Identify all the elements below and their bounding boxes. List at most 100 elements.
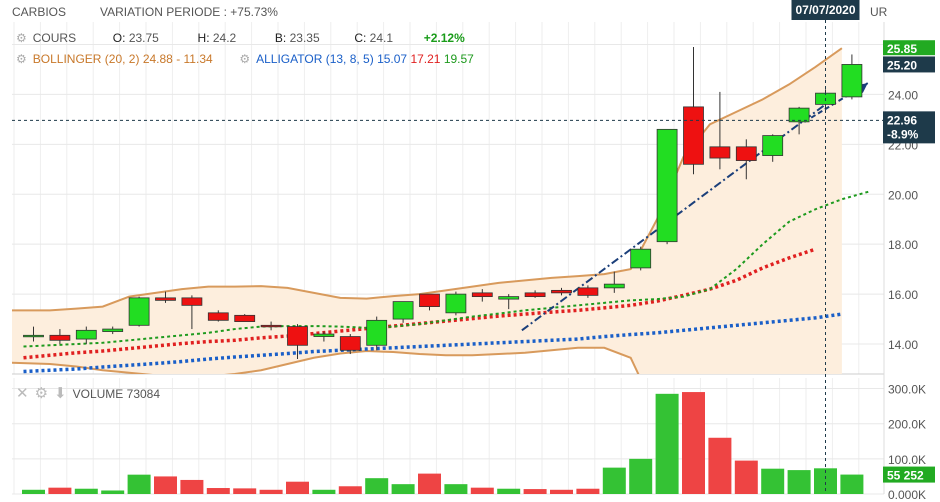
volume-bar (550, 489, 573, 494)
alligator-label: ALLIGATOR (13, 8, 5) (256, 52, 374, 66)
last-volume-label-bg (883, 466, 935, 483)
candle-body (313, 333, 335, 337)
candle-body (366, 319, 388, 346)
bollinger-lower-line (12, 346, 640, 374)
candle-body (260, 324, 282, 328)
price-tick-label: 14.00 (888, 338, 918, 352)
last-volume-label: 55 252 (887, 469, 924, 483)
volume-bar (259, 489, 283, 494)
volume-bar (497, 488, 521, 494)
candle-body (419, 293, 440, 307)
volume-bar (391, 484, 415, 494)
volume-bar (206, 488, 230, 494)
candle-body (234, 314, 256, 322)
volume-bar (576, 488, 600, 494)
volume-tick-label: 300.0K (888, 383, 926, 397)
volume-bar (708, 437, 732, 494)
gear-icon[interactable]: ⚙ (16, 52, 27, 66)
arrow-down-icon[interactable]: ⬇ (54, 385, 67, 402)
candle-body (735, 146, 757, 161)
candle-body (181, 297, 203, 306)
gear-icon[interactable]: ⚙ (16, 31, 27, 45)
alligator-value-2: 17.21 (410, 52, 441, 66)
volume-bar (127, 474, 151, 494)
volume-bar (154, 476, 177, 494)
open-label: O: (112, 31, 126, 45)
candle-body (155, 297, 176, 301)
price-tick-label: 24.00 (888, 88, 918, 102)
variation-value: +75.73% (230, 5, 278, 19)
cursor-date-label: 07/07/2020 (795, 3, 855, 17)
gear-icon[interactable]: ⚙ (34, 385, 49, 402)
last-price-label: 25.85 (887, 42, 917, 56)
candle-body (683, 106, 704, 165)
cursor-price-label: 22.96 (887, 113, 917, 127)
candle-body (339, 336, 361, 351)
alligator-jaw-line (23, 312, 843, 374)
candle-body (762, 135, 784, 156)
volume-bar (101, 490, 125, 494)
bollinger-values: 24.88 - 11.34 (142, 52, 213, 66)
close-price-label-bg (883, 56, 935, 73)
variation-period: VARIATION PERIODE : +75.73% (100, 5, 278, 19)
candle-body (577, 287, 599, 296)
volume-bar (734, 460, 758, 494)
price-tick-label: 16.00 (888, 288, 918, 302)
volume-bar (180, 479, 204, 494)
bollinger-upper-line (12, 47, 843, 312)
candle-body (498, 296, 520, 300)
cursor-price-label: -8.9% (887, 127, 919, 141)
cours-legend: ⚙ COURS O: 23.75 H: 24.2 B: 23.35 C: 24.1… (16, 31, 465, 45)
volume-bar (523, 489, 547, 494)
volume-bar (682, 392, 705, 494)
volume-bar (22, 489, 45, 494)
volume-bar (761, 468, 785, 494)
high-value: 24.2 (212, 31, 237, 45)
volume-bar (814, 468, 837, 494)
candle-body (524, 292, 546, 298)
volume-bar (418, 473, 441, 494)
open-value: 23.75 (128, 31, 159, 45)
cursor-price-label-bg (883, 111, 935, 144)
volume-bar (48, 487, 72, 494)
candle-body (603, 283, 625, 289)
volume-bar (655, 393, 679, 494)
variation-label: VARIATION PERIODE : (100, 5, 227, 19)
volume-bar (444, 484, 468, 494)
bollinger-label: BOLLINGER (20, 2) (32, 52, 140, 66)
candle-body (445, 293, 467, 314)
volume-tick-label: 100.0K (888, 453, 926, 467)
volume-tick-label: 200.0K (888, 418, 926, 432)
close-label: C: (354, 31, 367, 45)
change-value: +2.12% (423, 31, 465, 45)
candle-body (656, 128, 678, 243)
low-label: B: (274, 31, 287, 45)
volume-value: 73084 (126, 387, 161, 401)
volume-bar (74, 488, 98, 494)
volume-bar (602, 467, 626, 494)
bollinger-band-fill (12, 48, 842, 374)
price-tick-label: 20.00 (888, 188, 918, 202)
candle-body (49, 334, 71, 341)
close-icon[interactable]: ✕ (16, 385, 29, 402)
low-value: 23.35 (289, 31, 320, 45)
last-price-label-bg (883, 40, 935, 56)
volume-label: VOLUME (72, 387, 124, 401)
candle-body (128, 297, 150, 326)
candle-body (471, 292, 493, 298)
candle-body (102, 328, 124, 332)
price-tick-label: 18.00 (888, 238, 918, 252)
indicators-legend: ⚙ BOLLINGER (20, 2) 24.88 - 11.34 ⚙ ALLIGA… (16, 52, 474, 66)
volume-bar (365, 478, 389, 494)
candle-body (630, 248, 652, 269)
volume-bar (338, 486, 362, 494)
candle-body (287, 326, 308, 346)
candle-body (23, 334, 44, 338)
cours-label: COURS (32, 31, 77, 45)
volume-bar (629, 458, 653, 494)
header-truncated-text: UR (870, 5, 888, 19)
alligator-value-3: 19.57 (443, 52, 474, 66)
candle-body (841, 64, 863, 98)
gear-icon[interactable]: ⚙ (239, 52, 251, 66)
